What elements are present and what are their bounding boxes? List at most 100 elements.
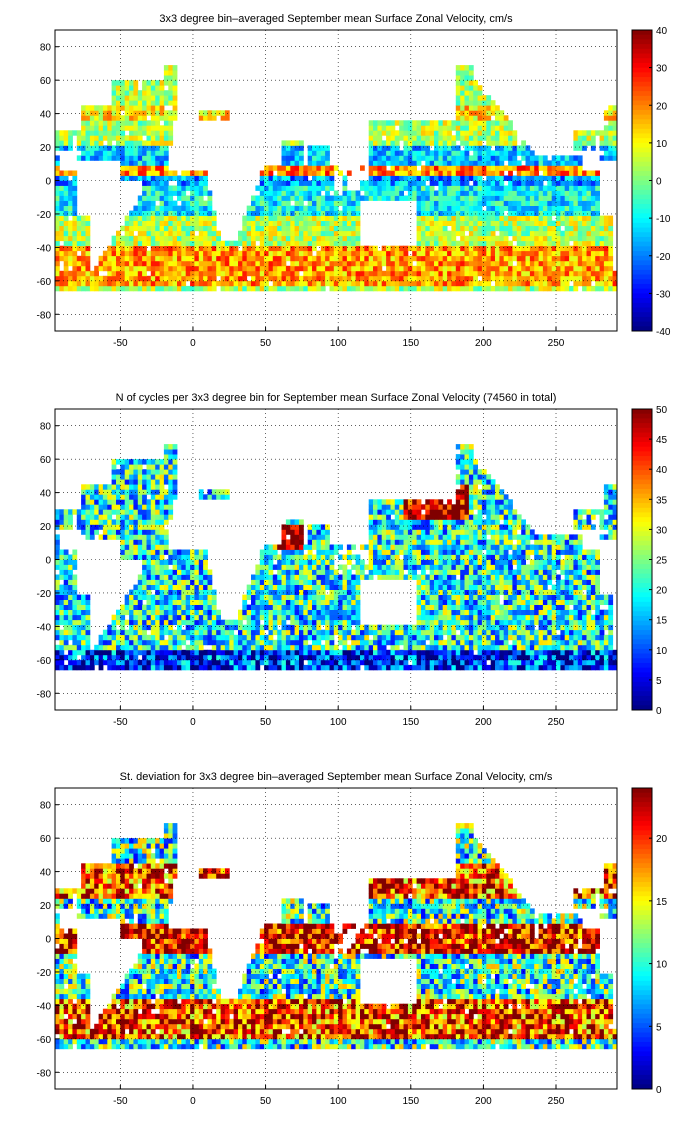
colorbar-segment	[632, 802, 652, 808]
colorbar-tick-label: -30	[656, 289, 671, 300]
y-tick-label: -60	[37, 656, 52, 667]
colorbar-segment	[632, 409, 652, 415]
colorbar-segment	[632, 30, 652, 36]
colorbar-segment	[632, 189, 652, 196]
colorbar-segment	[632, 1041, 652, 1048]
colorbar-segment	[632, 634, 652, 640]
y-tick-label: 20	[40, 901, 52, 912]
colorbar-segment	[632, 938, 652, 944]
colorbar-segment	[632, 204, 652, 210]
colorbar-tick-label: 25	[656, 556, 668, 567]
colorbar-segment	[632, 517, 652, 523]
x-tick-label: 250	[548, 338, 565, 349]
colorbar-segment	[632, 222, 652, 229]
colorbar-segment	[632, 625, 652, 631]
colorbar-segment	[632, 81, 652, 87]
colorbar-segment	[632, 952, 652, 958]
y-tick-label: 20	[40, 143, 52, 154]
colorbar-segment	[632, 251, 652, 257]
colorbar-tick-label: 45	[656, 435, 668, 446]
colorbar-tick-label: -20	[656, 252, 671, 263]
y-tick-label: -80	[37, 689, 52, 700]
colorbar-segment	[632, 298, 652, 304]
colorbar-tick-label: 30	[656, 64, 668, 75]
x-tick-label: 150	[402, 717, 419, 728]
colorbar-segment	[632, 1065, 652, 1071]
colorbar-tick-label: 15	[656, 616, 668, 627]
colorbar-segment	[632, 199, 652, 205]
colorbar-segment	[632, 283, 652, 290]
colorbar-segment	[632, 456, 652, 462]
y-tick-label: 80	[40, 422, 52, 433]
colorbar-segment	[632, 806, 652, 813]
colorbar-segment	[632, 924, 652, 930]
colorbar-segment	[632, 114, 652, 120]
colorbar-segment	[632, 587, 652, 593]
colorbar-segment	[632, 620, 652, 626]
colorbar-segment	[632, 232, 652, 238]
colorbar-segment	[632, 119, 652, 125]
colorbar-segment	[632, 105, 652, 111]
colorbar-segment	[632, 900, 652, 907]
colorbar-segment	[632, 432, 652, 438]
colorbar-segment	[632, 681, 652, 687]
colorbar-segment	[632, 962, 652, 968]
colorbar-segment	[632, 241, 652, 247]
colorbar-tick-label: -10	[656, 214, 671, 225]
panel-3: St. deviation for 3x3 degree bin–average…	[37, 771, 668, 1107]
colorbar-segment	[632, 62, 652, 69]
colorbar-segment	[632, 835, 652, 841]
colorbar-segment	[632, 985, 652, 991]
y-tick-label: 80	[40, 801, 52, 812]
colorbar-segment	[632, 990, 652, 996]
colorbar-segment	[632, 564, 652, 570]
colorbar-segment	[632, 498, 652, 504]
colorbar-segment	[632, 72, 652, 78]
x-tick-label: 200	[475, 717, 492, 728]
colorbar-segment	[632, 418, 652, 424]
colorbar-segment	[632, 1074, 652, 1081]
colorbar-tick-label: 0	[656, 177, 662, 188]
x-tick-label: 50	[260, 338, 272, 349]
colorbar-tick-label: 0	[656, 1085, 662, 1096]
colorbar-segment	[632, 545, 652, 551]
colorbar-segment	[632, 630, 652, 636]
x-tick-label: 200	[475, 1096, 492, 1107]
colorbar-tick-label: 20	[656, 586, 668, 597]
x-tick-label: 0	[190, 717, 196, 728]
colorbar-segment	[632, 236, 652, 243]
colorbar-segment	[632, 658, 652, 664]
colorbar-segment	[632, 124, 652, 130]
grid-lines	[55, 409, 617, 710]
colorbar-segment	[632, 788, 652, 794]
colorbar-segment	[632, 208, 652, 214]
colorbar-segment	[632, 947, 652, 954]
colorbar-segment	[632, 503, 652, 509]
x-tick-label: 50	[260, 717, 272, 728]
colorbar-segment	[632, 423, 652, 429]
colorbar-segment	[632, 601, 652, 608]
y-tick-label: 60	[40, 834, 52, 845]
colorbar-segment	[632, 1056, 652, 1062]
colorbar-segment	[632, 470, 652, 476]
colorbar-segment	[632, 185, 652, 191]
colorbar-segment	[632, 943, 652, 949]
colorbar-segment	[632, 316, 652, 323]
colorbar-segment	[632, 1009, 652, 1015]
x-tick-label: -50	[113, 1096, 128, 1107]
y-tick-label: 0	[45, 556, 51, 567]
colorbar-segment	[632, 44, 652, 50]
colorbar-segment	[632, 413, 652, 419]
x-tick-label: 150	[402, 1096, 419, 1107]
colorbar-segment	[632, 293, 652, 299]
y-tick-label: -20	[37, 589, 52, 600]
colorbar-segment	[632, 86, 652, 92]
colorbar-segment	[632, 128, 652, 134]
colorbar-segment	[632, 326, 652, 332]
colorbar-segment	[632, 568, 652, 575]
colorbar-segment	[632, 653, 652, 659]
x-tick-label: 100	[330, 717, 347, 728]
colorbar-segment	[632, 639, 652, 645]
colorbar-segment	[632, 1046, 652, 1052]
